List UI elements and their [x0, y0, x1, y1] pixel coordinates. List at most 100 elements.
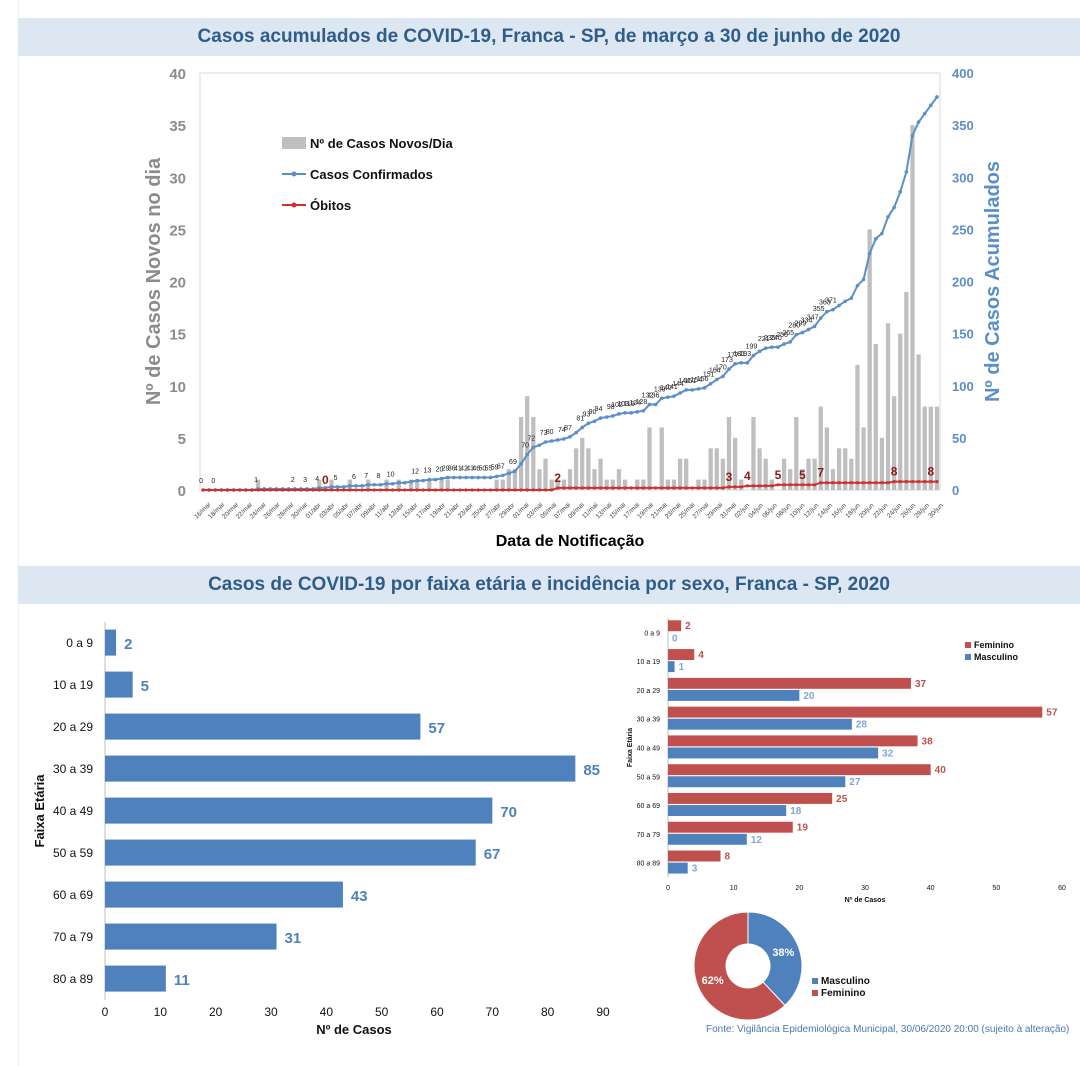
deaths-point: [715, 486, 719, 490]
deaths-point: [274, 488, 279, 492]
male-bar-value: 18: [790, 806, 802, 817]
cumulative-point: [898, 190, 903, 194]
y-left-tick: 5: [178, 431, 186, 448]
cumulative-point: [543, 440, 548, 444]
new-cases-bar: [635, 479, 640, 490]
age-bar: [105, 881, 343, 908]
cumulative-data-label: 80: [546, 429, 554, 436]
deaths-point: [868, 481, 872, 485]
new-cases-bar: [849, 458, 854, 490]
y-right-tick: 150: [952, 327, 974, 342]
cumulative-point: [751, 353, 756, 358]
deaths-point: [813, 483, 817, 487]
male-bar-value: 32: [882, 748, 894, 759]
male-bar-value: 12: [751, 835, 763, 846]
deaths-point: [709, 486, 713, 490]
new-cases-bar: [445, 479, 450, 490]
new-cases-bar: [494, 479, 499, 490]
new-cases-bar: [329, 479, 334, 490]
category-label: 70 a 79: [637, 832, 660, 839]
legend-label-deaths: Óbitos: [310, 198, 351, 213]
deaths-data-label: 5: [799, 468, 806, 482]
deaths-point: [757, 484, 762, 488]
new-cases-bar: [696, 479, 701, 490]
deaths-data-label: 2: [554, 471, 561, 485]
cumulative-data-label: 0: [199, 478, 203, 485]
cumulative-point: [892, 205, 896, 210]
deaths-point: [660, 486, 664, 490]
deaths-point: [598, 486, 603, 490]
category-label: 70 a 79: [53, 930, 93, 944]
deaths-point: [629, 486, 633, 490]
deaths-point: [721, 486, 725, 490]
category-label: 10 a 19: [637, 659, 660, 666]
cumulative-point: [873, 236, 878, 241]
female-bar-value: 19: [797, 823, 809, 834]
donut-slice: [747, 911, 803, 1007]
cumulative-point: [464, 475, 468, 480]
cumulative-point: [745, 361, 750, 365]
y-left-tick: 0: [178, 483, 186, 500]
female-bar: [668, 792, 833, 804]
deaths-point: [880, 481, 884, 485]
category-label: 80 a 89: [637, 861, 660, 868]
deaths-point: [788, 483, 792, 487]
new-cases-bar: [396, 479, 401, 490]
cumulative-data-label: 55: [485, 465, 493, 472]
header-top-title: Casos acumulados de COVID-19, Franca - S…: [18, 18, 1080, 56]
x-tick-label: 70: [486, 1005, 500, 1019]
deaths-point: [641, 486, 645, 490]
new-cases-bar: [586, 448, 591, 490]
cumulative-point: [623, 411, 627, 415]
cumulative-data-label: 132: [642, 393, 654, 400]
y-right-tick: 400: [952, 66, 974, 81]
male-bar-value: 28: [856, 720, 868, 731]
donut-legend-swatch: [812, 990, 818, 996]
deaths-point: [611, 486, 615, 490]
deaths-point: [495, 488, 499, 492]
age-bar: [105, 965, 166, 992]
new-cases-bar: [806, 458, 811, 490]
new-cases-bar: [641, 479, 646, 490]
category-label: 60 a 69: [637, 803, 660, 810]
deaths-point: [354, 488, 358, 492]
y-left-tick: 15: [169, 327, 186, 344]
cumulative-data-label: 81: [576, 415, 584, 422]
deaths-point: [898, 480, 902, 484]
deaths-point: [403, 488, 407, 492]
cumulative-data-label: 94: [595, 406, 603, 413]
female-bar: [668, 764, 931, 776]
deaths-point: [568, 486, 572, 490]
x-tick-label: 0: [666, 885, 670, 892]
cumulative-data-label: 136: [648, 393, 660, 400]
age-group-chart: 0 a 9 2 10 a 19 5 20 a 29 57 30 a 39 85 40 a 49 7…: [32, 622, 610, 1037]
x-tick-label: 10: [730, 885, 738, 892]
cumulative-data-label: 221: [758, 336, 770, 343]
cumulative-data-label: 70: [521, 443, 529, 450]
deaths-point: [739, 485, 743, 489]
deaths-point: [336, 488, 340, 492]
category-label: 0 a 9: [644, 630, 660, 637]
deaths-point: [476, 488, 480, 492]
cumulative-point: [782, 342, 786, 346]
cumulative-point: [806, 327, 811, 332]
deaths-point: [666, 486, 670, 490]
male-bar-value: 20: [803, 691, 815, 702]
deaths-point: [861, 481, 866, 485]
legend-swatch-male: [965, 654, 971, 660]
cumulative-point: [341, 485, 346, 489]
deaths-point: [482, 488, 486, 492]
cumulative-point: [531, 445, 536, 450]
cumulative-data-label: 98: [607, 404, 615, 411]
y-left-tick: 20: [169, 275, 186, 292]
new-cases-bar: [861, 427, 866, 490]
legend-swatch-new-cases: [282, 137, 306, 149]
cumulative-point: [482, 475, 487, 480]
cumulative-point: [659, 396, 664, 401]
new-cases-bar: [622, 479, 628, 490]
deaths-point: [287, 488, 291, 492]
cumulative-data-label: 240: [770, 335, 782, 342]
cumulative-point: [770, 345, 774, 349]
cumulative-data-label: 265: [782, 330, 794, 337]
deaths-point: [605, 486, 609, 490]
